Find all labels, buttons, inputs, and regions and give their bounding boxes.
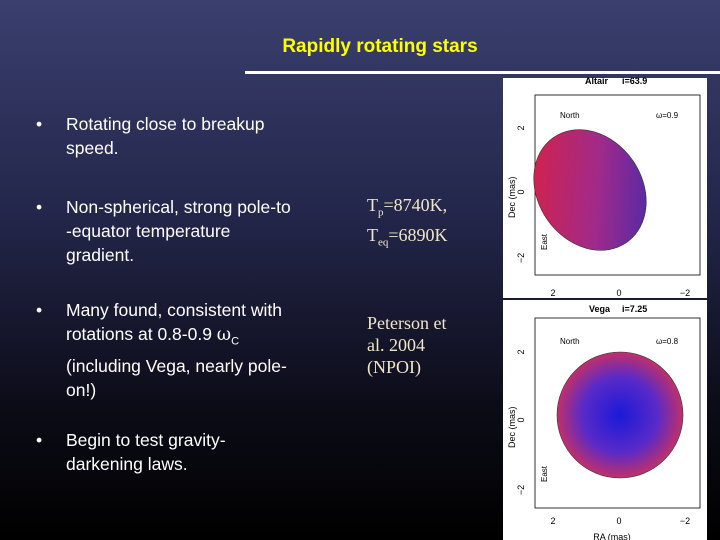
bullet-line: rotations at 0.8-0.9 ωC	[66, 322, 287, 354]
reference: Peterson et al. 2004 (NPOI)	[367, 312, 446, 378]
bullet-line: gradient.	[66, 245, 135, 265]
title-rule	[245, 71, 720, 74]
star	[533, 129, 647, 251]
y-label: Dec (mas)	[507, 176, 517, 218]
reference-line: Peterson et	[367, 313, 447, 333]
subscript: C	[231, 335, 240, 348]
north: North	[560, 111, 580, 120]
bullet-line: Rotating close to breakup	[66, 114, 265, 134]
x-tick-label: 2	[550, 288, 555, 298]
inclination: i=63.9	[622, 76, 647, 86]
bullet-line: Many found, consistent with	[66, 300, 282, 320]
symbol: T	[367, 224, 378, 245]
east: East	[540, 233, 549, 250]
x-label: RA (mas)	[593, 532, 631, 540]
bullet-line: (including Vega, nearly pole-	[66, 355, 287, 376]
text: =6890K	[388, 224, 448, 245]
y-tick-label: 0	[516, 417, 526, 422]
star-name: Altair	[585, 76, 609, 86]
inclination: i=7.25	[622, 304, 647, 314]
star	[556, 351, 684, 479]
star-name: Vega	[589, 304, 611, 314]
text: =8740K,	[383, 195, 448, 215]
reference-line: (NPOI)	[367, 357, 421, 377]
x-tick-label: −2	[680, 288, 690, 298]
bullet-line: Non-spherical, strong pole-to	[66, 197, 291, 217]
bullet-line: speed.	[66, 138, 119, 158]
y-tick-label: −2	[516, 253, 526, 263]
bullet: • Rotating close to breakup speed.	[36, 114, 265, 158]
bullet-line: darkening laws.	[66, 454, 188, 474]
north: North	[560, 337, 580, 346]
y-tick-label: 0	[516, 189, 526, 194]
slide-title: Rapidly rotating stars	[282, 36, 478, 57]
bullet-line: on!)	[66, 379, 97, 400]
x-tick-label: 0	[616, 516, 621, 526]
east: East	[540, 465, 549, 482]
temperatures: Tp=8740K, Teq=6890K	[367, 194, 448, 253]
frame	[534, 317, 701, 509]
subscript: p	[378, 206, 384, 219]
omega: ω=0.8	[656, 337, 679, 346]
x-tick-label: −2	[680, 516, 690, 526]
symbol: T	[367, 195, 378, 215]
x-tick-label: 2	[550, 516, 555, 526]
bullet-line: -equator temperature	[66, 221, 231, 241]
bullet: • Non-spherical, strong pole-to -equator…	[36, 197, 291, 265]
y-label: Dec (mas)	[507, 406, 517, 448]
bullet: • Many found, consistent with rotations …	[36, 300, 287, 400]
y-tick-label: −2	[516, 485, 526, 495]
reference-line: al. 2004	[367, 335, 425, 355]
subscript: eq	[378, 236, 389, 249]
x-tick-label: 0	[616, 288, 621, 298]
bullet: • Begin to test gravity- darkening laws.	[36, 430, 226, 474]
symbol: ω	[216, 325, 232, 345]
y-tick-label: 2	[516, 125, 526, 130]
omega: ω=0.9	[656, 111, 679, 120]
text: rotations at 0.8-0.9	[66, 324, 217, 344]
bullet-line: Begin to test gravity-	[66, 430, 226, 450]
y-tick-label: 2	[516, 349, 526, 354]
